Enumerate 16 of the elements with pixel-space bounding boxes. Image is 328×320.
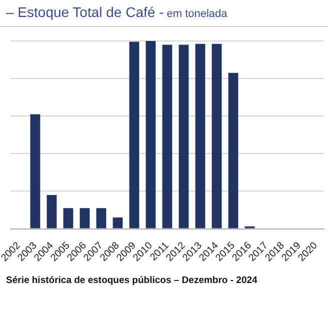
chart-subtitle: em tonelada xyxy=(166,8,228,20)
bar xyxy=(63,208,74,228)
bar xyxy=(195,44,206,228)
bar xyxy=(96,208,106,228)
bar xyxy=(112,218,123,228)
chart-title: – Estoque Total de Café - xyxy=(6,4,164,20)
bar xyxy=(228,72,238,228)
bar xyxy=(30,114,40,228)
bar xyxy=(212,44,222,228)
bar xyxy=(80,208,90,228)
bar xyxy=(129,42,140,228)
bar xyxy=(146,41,156,228)
bar xyxy=(46,194,57,228)
bar xyxy=(178,44,189,228)
text: Série histórica de estoques públicos – Dezembro - 2024 xyxy=(6,275,258,286)
bar xyxy=(162,44,172,228)
